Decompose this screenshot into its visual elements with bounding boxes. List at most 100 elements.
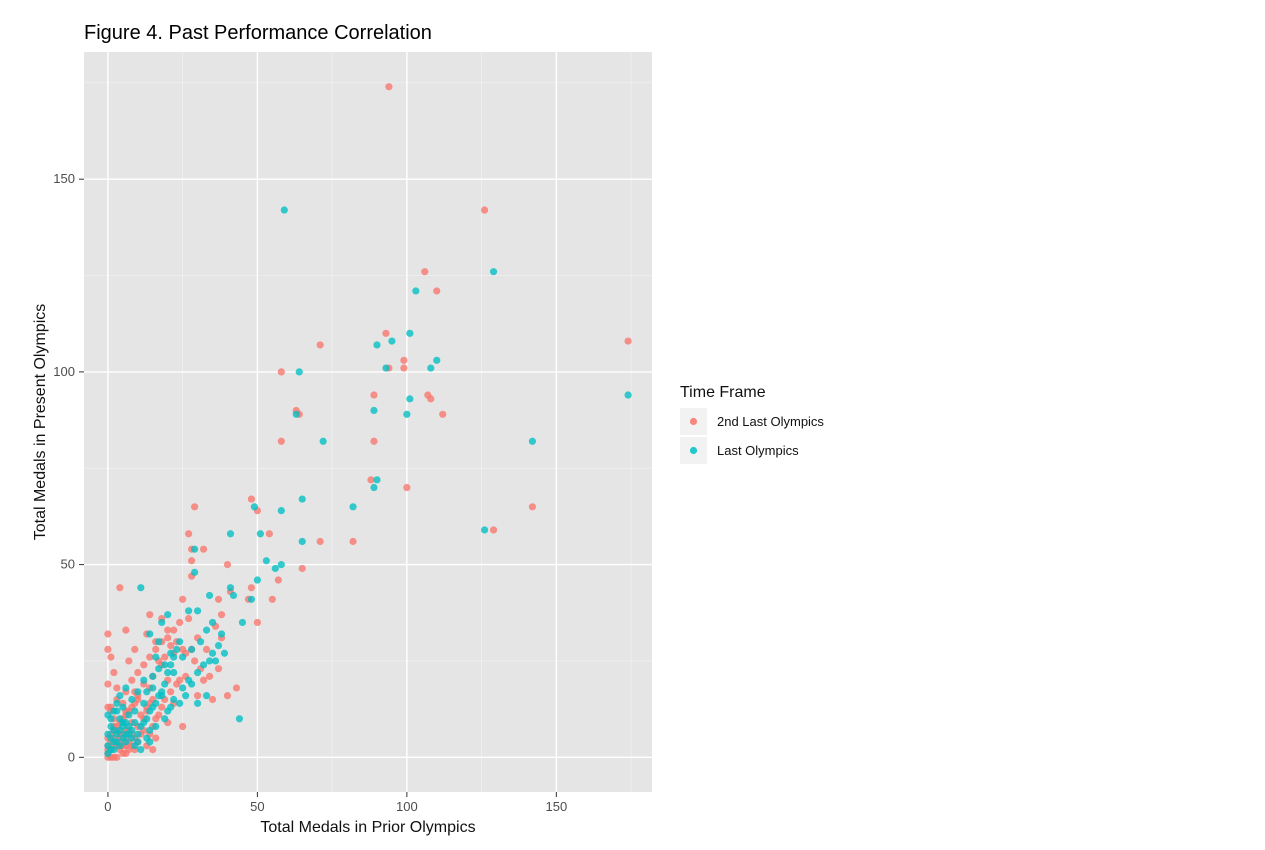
- data-point: [182, 692, 190, 700]
- data-point: [202, 645, 211, 653]
- data-point: [232, 684, 241, 692]
- legend: Time Frame 2nd Last Olympics Last Olympic…: [680, 384, 824, 464]
- data-point: [161, 715, 169, 723]
- data-point: [196, 638, 205, 646]
- data-point: [349, 503, 357, 511]
- grid-lines: [84, 52, 652, 792]
- data-point: [113, 699, 121, 707]
- data-point: [173, 645, 181, 653]
- x-tick-label: 100: [396, 799, 418, 814]
- data-point: [185, 614, 193, 623]
- data-point: [104, 730, 112, 738]
- data-point: [406, 329, 414, 337]
- data-point: [161, 661, 169, 669]
- axes: 0 50 100 150 0 50 100 150: [53, 171, 567, 814]
- legend-label: 2nd Last Olympics: [717, 414, 824, 429]
- data-point: [170, 668, 178, 677]
- data-point: [202, 626, 211, 634]
- data-point: [277, 437, 285, 445]
- data-point: [158, 618, 166, 627]
- data-point: [403, 483, 411, 492]
- data-point: [298, 537, 306, 546]
- data-point: [152, 722, 160, 731]
- data-point: [116, 692, 124, 700]
- data-point: [191, 503, 199, 511]
- data-point: [277, 507, 285, 515]
- data-point: [382, 364, 390, 372]
- data-point: [274, 576, 282, 584]
- data-point: [202, 692, 211, 700]
- data-point: [149, 684, 157, 692]
- data-point: [110, 668, 118, 677]
- data-point: [427, 395, 435, 403]
- data-point: [406, 395, 414, 403]
- data-point: [119, 703, 127, 711]
- data-point: [146, 726, 154, 734]
- data-point: [370, 406, 378, 415]
- data-point: [217, 630, 226, 638]
- data-point: [370, 483, 378, 492]
- data-point: [128, 734, 136, 742]
- data-point: [191, 657, 199, 665]
- data-point: [268, 595, 276, 603]
- y-tick-label: 0: [68, 749, 75, 764]
- data-point: [433, 356, 441, 364]
- data-point: [152, 653, 160, 661]
- data-point: [140, 699, 148, 707]
- data-point: [137, 584, 145, 592]
- data-point: [214, 641, 223, 650]
- data-point: [489, 526, 498, 534]
- data-point: [161, 680, 169, 688]
- data-point: [298, 495, 306, 503]
- x-axis-ticks: 0 50 100 150: [104, 792, 567, 814]
- data-point: [137, 746, 145, 754]
- data-point: [122, 626, 130, 634]
- data-point: [107, 722, 115, 731]
- data-point: [107, 715, 115, 723]
- x-tick-label: 50: [250, 799, 264, 814]
- chart-title: Figure 4. Past Performance Correlation: [84, 22, 432, 44]
- series-last-olympics: [104, 206, 632, 758]
- data-point: [110, 707, 118, 715]
- data-point: [104, 680, 112, 688]
- data-point: [253, 576, 261, 584]
- data-point: [199, 545, 208, 553]
- data-point: [164, 634, 172, 642]
- data-point: [134, 695, 142, 704]
- data-point: [134, 738, 142, 746]
- data-point: [167, 688, 175, 696]
- data-point: [373, 476, 381, 484]
- data-point: [205, 672, 214, 680]
- data-point: [185, 607, 193, 615]
- data-point: [194, 668, 202, 677]
- plot-panel: [84, 52, 652, 792]
- data-point: [223, 692, 232, 700]
- data-point: [188, 557, 196, 565]
- data-point: [110, 746, 118, 754]
- data-point: [624, 337, 632, 345]
- data-point: [146, 738, 154, 746]
- data-point: [277, 368, 285, 376]
- data-point: [370, 437, 378, 445]
- data-point: [205, 657, 214, 665]
- data-point: [400, 364, 408, 372]
- data-point: [316, 537, 324, 546]
- data-point: [217, 611, 226, 619]
- data-point: [238, 618, 247, 627]
- data-point: [214, 595, 223, 603]
- data-point: [247, 584, 256, 592]
- data-point: [247, 595, 256, 603]
- legend-marker: [689, 417, 698, 426]
- data-point: [349, 537, 357, 546]
- data-point: [131, 707, 139, 715]
- data-point: [179, 653, 187, 661]
- data-point: [211, 657, 220, 665]
- data-point: [122, 684, 130, 692]
- y-axis-label: Total Medals in Present Olympics: [32, 304, 49, 541]
- x-tick-label: 150: [545, 799, 567, 814]
- data-points: [104, 83, 632, 761]
- data-point: [149, 746, 157, 754]
- data-point: [122, 730, 130, 738]
- data-point: [158, 688, 166, 696]
- data-point: [176, 618, 184, 627]
